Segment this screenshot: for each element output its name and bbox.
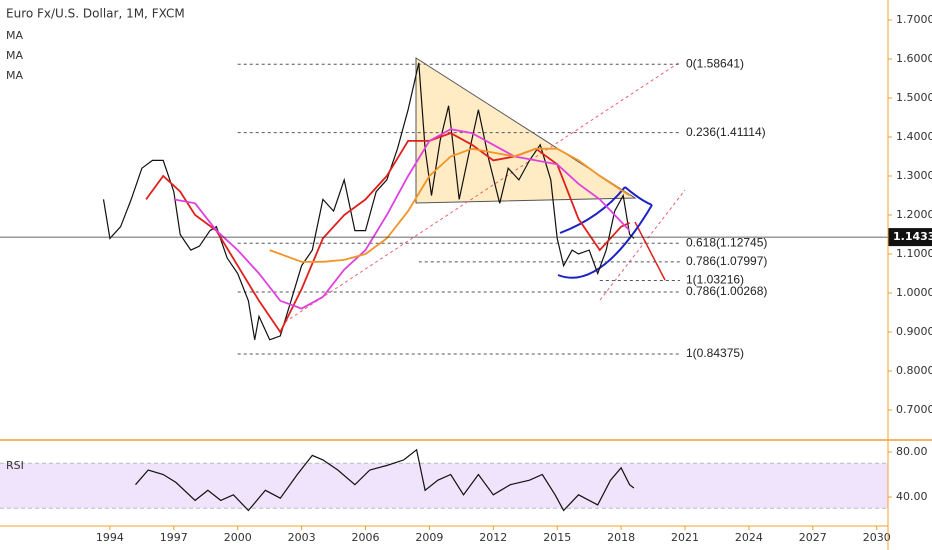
x-tick-label: 2012: [479, 531, 507, 544]
x-tick-label: 1997: [160, 531, 188, 544]
chart-title: Euro Fx/U.S. Dollar, 1M, FXCM: [6, 7, 185, 21]
fib-label: 0(1.58641): [686, 56, 744, 70]
legend-entry: MA: [6, 69, 23, 82]
price-line: [135, 448, 635, 512]
trend-line: [599, 189, 686, 301]
moving-average: [269, 147, 631, 263]
last-price-label: 1.14337: [893, 230, 932, 243]
fib-label: 0.618(1.12745): [686, 235, 767, 249]
fib-label: 0.786(1.07997): [686, 254, 767, 268]
x-tick-label: 2024: [735, 531, 763, 544]
fib-label: 1(0.84375): [686, 346, 744, 360]
y-tick-label: 1.10000: [896, 247, 932, 260]
x-tick-label: 2030: [863, 531, 891, 544]
legend-entry: MA: [6, 49, 23, 62]
y-tick-label: 0.90000: [896, 325, 932, 338]
x-tick-label: 2021: [671, 531, 699, 544]
y-tick-label: 80.00: [896, 445, 928, 458]
y-tick-label: 1.00000: [896, 286, 932, 299]
trend-line: [284, 61, 681, 323]
x-tick-label: 2018: [607, 531, 635, 544]
x-tick-label: 2027: [799, 531, 827, 544]
x-tick-label: 2000: [224, 531, 252, 544]
x-tick-label: 2003: [288, 531, 316, 544]
arc-drawing: [624, 186, 653, 206]
y-tick-label: 1.60000: [896, 52, 932, 65]
rsi-title: RSI: [6, 459, 24, 472]
projection-line: [634, 221, 666, 281]
moving-average: [173, 128, 631, 310]
arc-drawing: [559, 186, 626, 234]
y-tick-label: 1.50000: [896, 91, 932, 104]
y-tick-label: 40.00: [896, 490, 928, 503]
fib-label: 0.236(1.41114): [686, 125, 766, 139]
fib-label: 1(1.03216): [686, 273, 744, 287]
rsi-band: [0, 463, 888, 509]
x-tick-label: 1994: [96, 531, 124, 544]
triangle-drawing: [415, 57, 637, 204]
x-tick-label: 2009: [415, 531, 443, 544]
arc-drawing: [557, 204, 653, 279]
last-price-tag: [888, 228, 932, 247]
y-tick-label: 1.20000: [896, 208, 932, 221]
fib-label: 0.786(1.00268): [686, 284, 767, 298]
y-tick-label: 1.30000: [896, 169, 932, 182]
price-line: [102, 62, 635, 341]
x-tick-label: 2015: [543, 531, 571, 544]
legend-entry: MA: [6, 29, 23, 42]
x-tick-label: 2006: [352, 531, 380, 544]
y-tick-label: 1.40000: [896, 130, 932, 143]
